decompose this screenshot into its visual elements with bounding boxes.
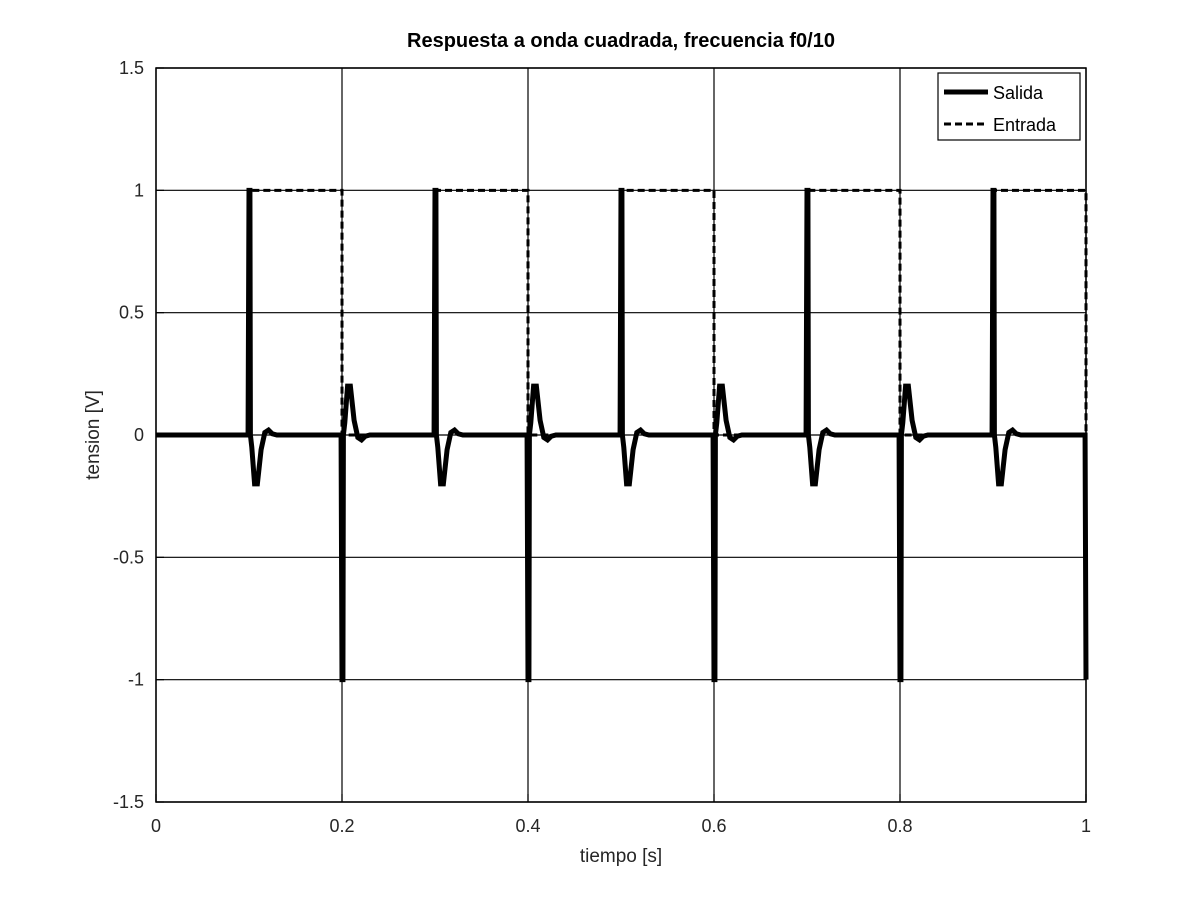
- legend-label-salida: Salida: [993, 83, 1044, 103]
- tick-labels: 0 0.2 0.4 0.6 0.8 1 -1.5 -1 -0.5 0 0.5 1 1.5: [113, 58, 1091, 836]
- x-tick-label: 0.4: [515, 816, 540, 836]
- y-tick-label: -1: [128, 670, 144, 690]
- series-line-entrada: [156, 188, 1088, 437]
- y-tick-label: -0.5: [113, 547, 144, 567]
- y-axis-label: tension [V]: [83, 390, 104, 480]
- x-tick-label: 0: [151, 816, 161, 836]
- y-tick-label: -1.5: [113, 792, 144, 812]
- y-tick-label: 0.5: [119, 303, 144, 323]
- plot-area-border: [155, 67, 1087, 803]
- series-layer: [156, 187, 1089, 683]
- x-tick-label: 0.2: [329, 816, 354, 836]
- x-tick-label: 0.8: [887, 816, 912, 836]
- chart-title: Respuesta a onda cuadrada, frecuencia f0…: [407, 30, 835, 52]
- legend-box: [937, 72, 1081, 141]
- legend: Salida Entrada: [937, 72, 1081, 141]
- x-tick-label: 1: [1081, 816, 1091, 836]
- y-tick-label: 1: [134, 180, 144, 200]
- x-axis-label: tiempo [s]: [580, 846, 662, 867]
- legend-label-entrada: Entrada: [993, 115, 1057, 135]
- y-tick-label: 1.5: [119, 58, 144, 78]
- x-tick-label: 0.6: [701, 816, 726, 836]
- series-line-salida: [156, 187, 1089, 683]
- y-tick-label: 0: [134, 425, 144, 445]
